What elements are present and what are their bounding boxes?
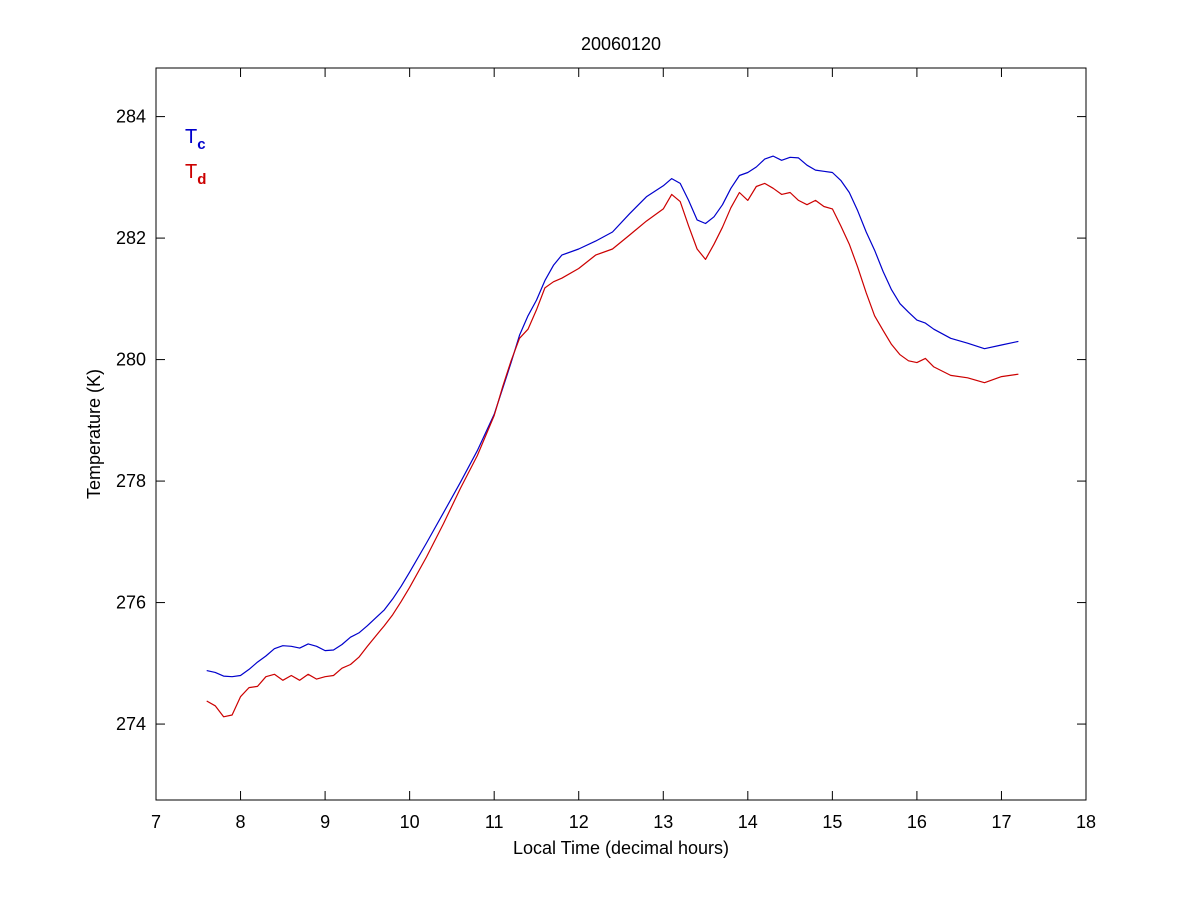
x-tick-label: 7 [151,812,161,832]
x-tick-label: 18 [1076,812,1096,832]
y-axis-label: Temperature (K) [84,369,104,499]
x-tick-label: 17 [991,812,1011,832]
y-tick-label: 274 [116,714,146,734]
x-tick-label: 14 [738,812,758,832]
x-tick-label: 16 [907,812,927,832]
x-tick-label: 12 [569,812,589,832]
y-tick-label: 276 [116,593,146,613]
plot-area [155,67,1087,801]
y-tick-label: 284 [116,107,146,127]
legend-tc-symbol: T [185,126,197,148]
y-tick-label: 282 [116,228,146,248]
chart-title: 20060120 [581,34,661,54]
legend-td-subscript: d [197,171,206,188]
x-tick-label: 9 [320,812,330,832]
legend-entry-td: Td [185,161,206,188]
legend-td-symbol: T [185,161,197,183]
series-line-tc [206,155,1019,678]
series-layer [206,155,1019,718]
y-axis-ticks: 274 276 278 280 282 284 [116,107,1086,734]
x-tick-label: 13 [653,812,673,832]
x-axis-label: Local Time (decimal hours) [513,838,729,858]
legend-tc-subscript: c [197,136,205,153]
x-tick-label: 8 [236,812,246,832]
legend: Tc Td [185,126,206,188]
series-line-td [206,182,1019,718]
y-tick-label: 280 [116,350,146,370]
legend-entry-tc: Tc [185,126,206,153]
x-tick-label: 10 [400,812,420,832]
x-axis-ticks: 7 8 9 10 11 12 13 14 15 16 17 18 [151,68,1096,832]
x-tick-label: 15 [822,812,842,832]
y-tick-label: 278 [116,471,146,491]
x-tick-label: 11 [485,812,504,832]
